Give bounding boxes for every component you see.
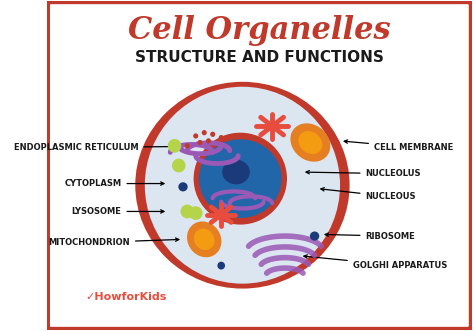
Ellipse shape <box>194 229 215 250</box>
FancyBboxPatch shape <box>47 1 472 330</box>
Text: RIBOSOME: RIBOSOME <box>325 232 415 241</box>
Ellipse shape <box>172 159 185 172</box>
Ellipse shape <box>145 87 340 284</box>
Ellipse shape <box>290 123 330 162</box>
Text: STRUCTURE AND FUNCTIONS: STRUCTURE AND FUNCTIONS <box>135 50 384 65</box>
Ellipse shape <box>206 138 211 144</box>
Ellipse shape <box>187 221 221 257</box>
Ellipse shape <box>193 133 198 139</box>
Ellipse shape <box>210 132 215 137</box>
Text: GOLGHI APPARATUS: GOLGHI APPARATUS <box>304 255 447 270</box>
Ellipse shape <box>201 130 207 135</box>
Text: Cell Organelles: Cell Organelles <box>128 16 391 46</box>
Ellipse shape <box>178 182 188 191</box>
Text: MITOCHONDRION: MITOCHONDRION <box>48 238 179 247</box>
Ellipse shape <box>168 139 181 153</box>
Ellipse shape <box>185 143 190 148</box>
Ellipse shape <box>199 139 282 218</box>
Text: CYTOPLASM: CYTOPLASM <box>64 179 164 188</box>
Ellipse shape <box>181 205 194 218</box>
Ellipse shape <box>135 82 350 289</box>
Ellipse shape <box>189 206 202 220</box>
Ellipse shape <box>222 160 250 184</box>
Ellipse shape <box>193 133 287 224</box>
Text: CELL MEMBRANE: CELL MEMBRANE <box>344 140 453 152</box>
Text: NUCLEOUS: NUCLEOUS <box>321 188 416 201</box>
Ellipse shape <box>310 231 319 241</box>
Text: NUCLEOLUS: NUCLEOLUS <box>306 169 421 178</box>
Text: LYSOSOME: LYSOSOME <box>71 207 164 216</box>
Ellipse shape <box>219 135 224 140</box>
Text: ENDOPLASMIC RETICULUM: ENDOPLASMIC RETICULUM <box>14 143 183 152</box>
Text: ✓HowforKids: ✓HowforKids <box>86 292 167 302</box>
Ellipse shape <box>298 131 322 154</box>
Ellipse shape <box>218 262 225 269</box>
Ellipse shape <box>197 140 202 145</box>
